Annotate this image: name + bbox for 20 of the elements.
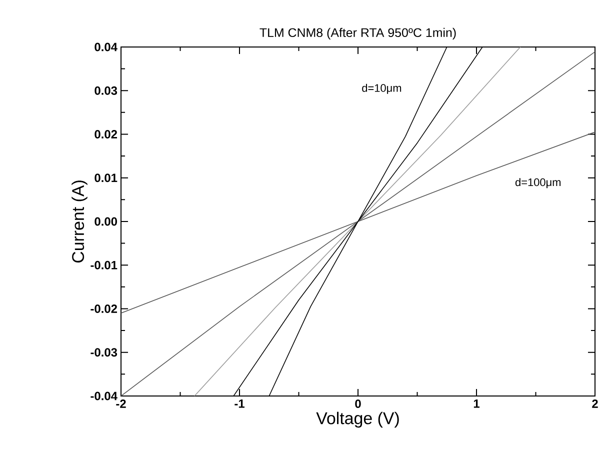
x-axis-title: Voltage (V) <box>316 412 399 428</box>
x-tick-label: -1 <box>234 400 244 408</box>
x-tick-label: 2 <box>592 400 598 408</box>
x-tick-label: 0 <box>355 400 361 408</box>
y-axis-title: Current (A) <box>72 180 88 263</box>
line-series <box>121 51 596 396</box>
y-tick-label: 0.04 <box>94 42 118 52</box>
y-tick-label: 0.03 <box>94 86 118 95</box>
annotation: d=10μm <box>362 84 402 94</box>
y-tick-label: -0.01 <box>90 260 118 270</box>
y-tick-label: 0.02 <box>94 130 118 138</box>
annotation: d=100μm <box>515 178 561 188</box>
y-tick-label: -0.04 <box>90 392 118 400</box>
x-tick-label: -2 <box>116 400 126 408</box>
y-tick-label: 0.01 <box>94 174 118 182</box>
y-tick-label: 0.00 <box>94 217 117 226</box>
y-tick-label: -0.03 <box>90 348 118 357</box>
x-tick-label: 1 <box>474 400 480 408</box>
y-tick-label: -0.02 <box>90 304 118 313</box>
chart-title: TLM CNM8 (After RTA 950ºC 1min) <box>260 28 456 40</box>
